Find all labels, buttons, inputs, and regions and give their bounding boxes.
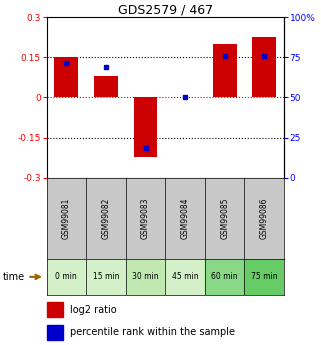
- Text: GSM99086: GSM99086: [260, 197, 269, 239]
- Text: 45 min: 45 min: [172, 272, 198, 282]
- Bar: [86, 259, 126, 295]
- Text: GSM99081: GSM99081: [62, 198, 71, 239]
- Text: log2 ratio: log2 ratio: [70, 305, 117, 315]
- Text: 15 min: 15 min: [93, 272, 119, 282]
- Bar: [126, 259, 165, 295]
- Bar: [47, 325, 63, 340]
- Bar: [205, 259, 245, 295]
- Text: time: time: [3, 272, 25, 282]
- Text: GSM99084: GSM99084: [181, 197, 190, 239]
- Text: percentile rank within the sample: percentile rank within the sample: [70, 327, 235, 337]
- Bar: [165, 259, 205, 295]
- Bar: [134, 97, 157, 157]
- Bar: [245, 259, 284, 295]
- Bar: [47, 259, 86, 295]
- Bar: [213, 44, 237, 97]
- Text: 0 min: 0 min: [56, 272, 77, 282]
- Bar: [94, 76, 118, 97]
- Text: 60 min: 60 min: [212, 272, 238, 282]
- Bar: [55, 57, 78, 97]
- Text: GSM99085: GSM99085: [220, 197, 229, 239]
- Text: GSM99082: GSM99082: [101, 198, 110, 239]
- Text: 75 min: 75 min: [251, 272, 278, 282]
- Text: 30 min: 30 min: [132, 272, 159, 282]
- Text: GSM99083: GSM99083: [141, 197, 150, 239]
- Bar: [47, 303, 63, 317]
- Bar: [252, 37, 276, 97]
- Title: GDS2579 / 467: GDS2579 / 467: [118, 3, 213, 16]
